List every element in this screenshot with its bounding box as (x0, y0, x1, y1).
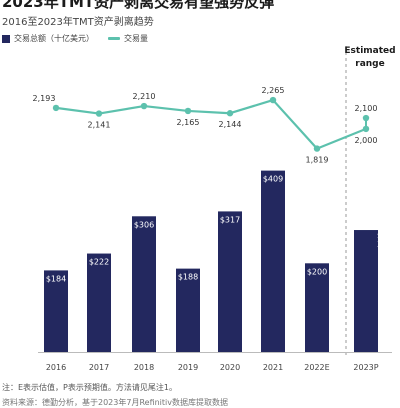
bar-2021 (261, 170, 285, 352)
volume-value-label: 2,210 (133, 92, 156, 101)
estimated-range-label: Estimated (344, 46, 395, 56)
volume-range-low-label: 2,000 (355, 136, 378, 145)
bar-value-label: $222 (89, 258, 109, 267)
x-tick-label: 2019 (178, 363, 198, 372)
bar-value-label: $317 (220, 215, 240, 224)
volume-range-high-label: 2,100 (355, 104, 378, 113)
bar-value-label: $184 (46, 274, 66, 283)
volume-point-2021 (269, 96, 277, 104)
x-tick-label: 2018 (134, 363, 154, 372)
bar-2017 (87, 253, 111, 352)
bar-value-label: $188 (178, 273, 198, 282)
volume-value-label: 2,141 (88, 121, 111, 130)
volume-point-2022E (313, 145, 321, 152)
legend-item-line: 交易量 (108, 33, 148, 44)
x-tick-label: 2023P (353, 363, 378, 372)
bar-2023P (354, 230, 378, 352)
legend-bar-label: 交易总额（十亿美元） (14, 34, 94, 43)
x-tick-label: 2021 (263, 363, 283, 372)
volume-range-high-point (362, 114, 370, 122)
bar-value-label: $200 (307, 267, 327, 276)
x-tick-label: 2022E (304, 363, 329, 372)
bar-value-label: $409 (263, 175, 283, 184)
volume-line (55, 98, 367, 150)
legend-bar-swatch (2, 34, 10, 43)
legend-item-bar: 交易总额（十亿美元） (2, 33, 94, 44)
legend-line-swatch (108, 37, 120, 40)
volume-value-label: 2,193 (33, 94, 56, 103)
bar-2019 (176, 268, 200, 352)
bar-2022E (305, 263, 329, 352)
legend-line-label: 交易量 (124, 34, 148, 43)
legend: 交易总额（十亿美元） 交易量 (2, 33, 162, 44)
volume-value-label: 1,819 (306, 156, 329, 165)
bar-2016 (44, 270, 68, 352)
volume-point-2019 (184, 107, 192, 115)
x-tick-label: 2017 (89, 363, 109, 372)
volume-point-2018 (140, 102, 148, 110)
chart-title: 2023年TMT资产剥离交易有望强势反弹 (2, 0, 275, 11)
volume-point-2023P (362, 125, 370, 133)
volume-value-label: 2,265 (262, 86, 285, 95)
bar-2018 (132, 216, 156, 352)
chart-subtitle: 2016至2023年TMT资产剥离趋势 (2, 17, 154, 28)
x-tick-label: 2016 (46, 363, 66, 372)
volume-point-2020 (226, 110, 234, 117)
volume-point-2017 (95, 110, 103, 117)
bar-value-label: 300 (377, 240, 392, 249)
footnote: 注：E表示估值，P表示预期值。方法请见尾注1。 (2, 383, 177, 392)
estimated-range-label: range (355, 59, 384, 69)
bar-value-label: $306 (134, 220, 154, 229)
bar-2020 (218, 211, 242, 352)
source-note: 资料来源：德勤分析，基于2023年7月Refinitiv数据库提取数据 (2, 398, 228, 407)
volume-point-2016 (52, 104, 60, 112)
x-tick-label: 2020 (220, 363, 240, 372)
volume-value-label: 2,165 (177, 118, 200, 127)
bar-value-label: $250– (377, 231, 400, 240)
volume-value-label: 2,144 (219, 120, 242, 129)
